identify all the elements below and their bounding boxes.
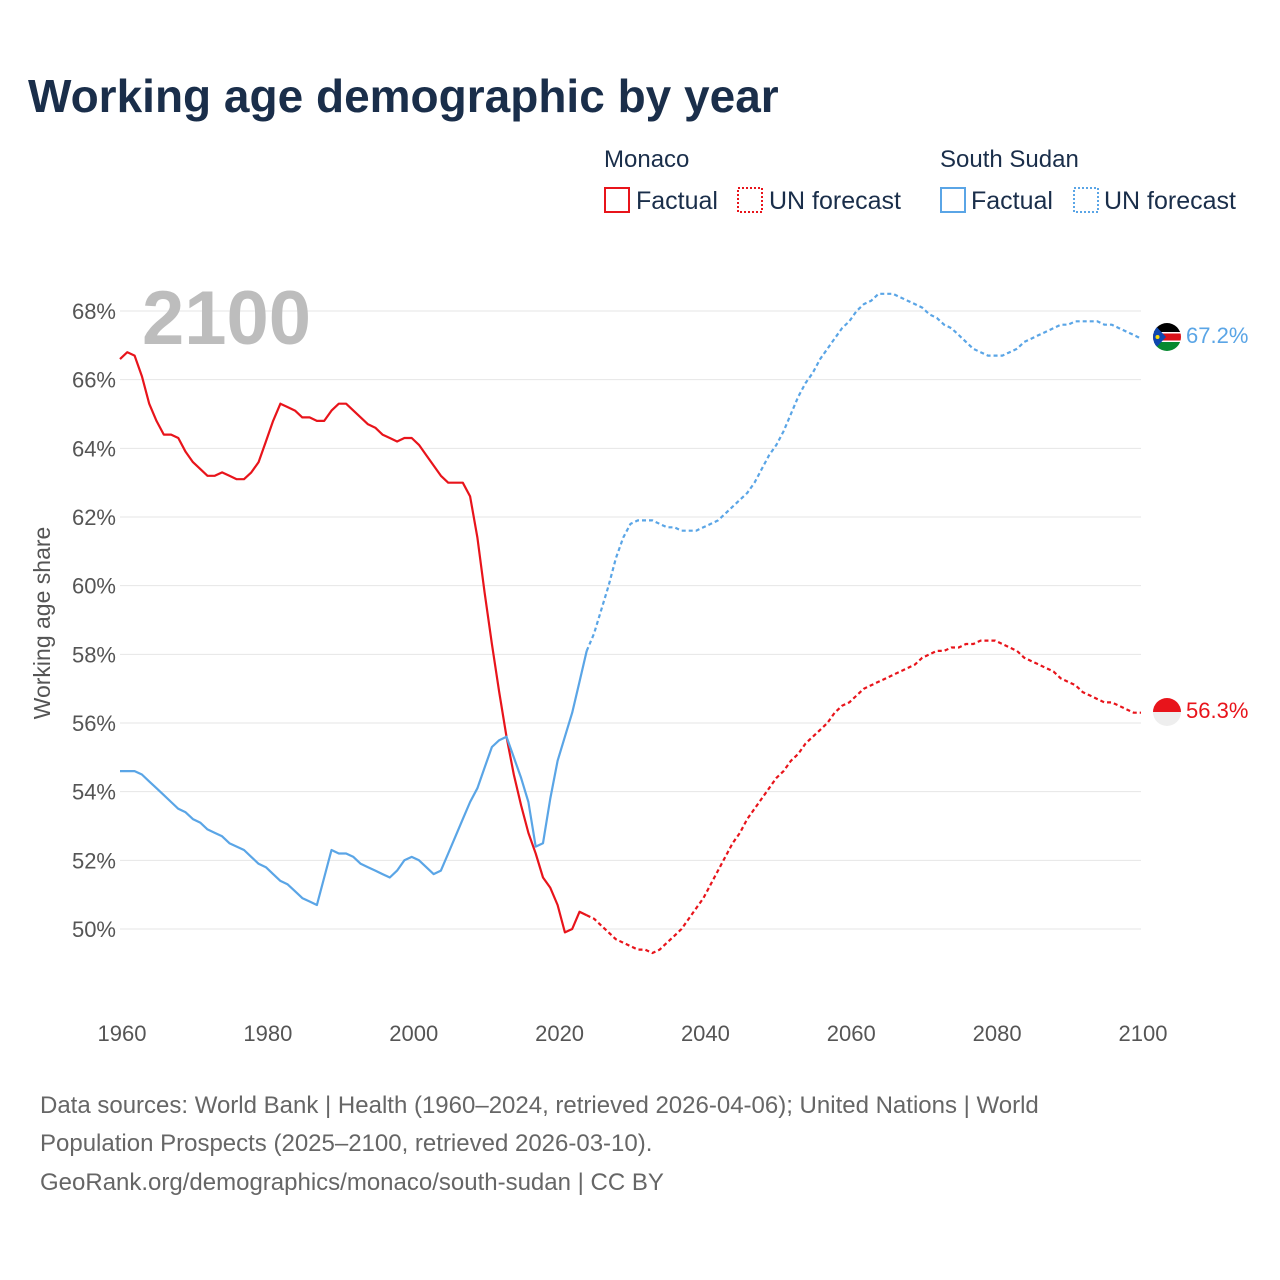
legend: Monaco Factual UN forecast South Sudan F…: [604, 146, 1236, 215]
legend-group-monaco: Monaco: [604, 146, 689, 173]
y-tick-label: 68%: [72, 299, 116, 324]
x-tick-label: 2100: [1119, 1021, 1168, 1046]
footer-sources-line1: Data sources: World Bank | Health (1960–…: [40, 1092, 1039, 1119]
legend-swatch-monaco-forecast[interactable]: [737, 187, 763, 213]
monaco-flag-icon: [1153, 698, 1181, 726]
legend-label-monaco-factual[interactable]: Factual: [636, 187, 718, 215]
legend-swatch-south-sudan-factual[interactable]: [940, 187, 966, 213]
year-display: 2100: [142, 276, 311, 361]
footer-attribution[interactable]: GeoRank.org/demographics/monaco/south-su…: [40, 1169, 664, 1196]
end-label-monaco: 56.3%: [1186, 698, 1248, 723]
series: [119, 292, 1142, 955]
y-tick-label: 64%: [72, 436, 116, 461]
series-line-south-sudan-forecast[interactable]: [585, 292, 1142, 652]
legend-label-monaco-forecast[interactable]: UN forecast: [769, 187, 901, 215]
y-tick-label: 52%: [72, 848, 116, 873]
x-tick-label: 1960: [98, 1021, 147, 1046]
series-line-monaco-factual[interactable]: [119, 351, 588, 934]
series-line-monaco-forecast[interactable]: [586, 639, 1141, 955]
x-tick-label: 2000: [389, 1021, 438, 1046]
y-tick-label: 50%: [72, 917, 116, 942]
y-axis-title: Working age share: [29, 527, 55, 720]
legend-label-south-sudan-factual[interactable]: Factual: [971, 187, 1053, 215]
series-line-south-sudan-factual[interactable]: [120, 650, 588, 907]
south-sudan-flag-icon: [1153, 323, 1181, 351]
x-tick-label: 1980: [243, 1021, 292, 1046]
legend-group-south-sudan: South Sudan: [940, 146, 1079, 173]
x-axis-ticks: 1960 1980 2000 2020 2040 2060 2080 2100: [98, 1021, 1168, 1046]
y-tick-label: 62%: [72, 505, 116, 530]
y-tick-label: 54%: [72, 780, 116, 805]
x-tick-label: 2080: [973, 1021, 1022, 1046]
y-tick-label: 60%: [72, 574, 116, 599]
footer-sources-line2: Population Prospects (2025–2100, retriev…: [40, 1130, 652, 1157]
legend-swatch-monaco-factual[interactable]: [604, 187, 630, 213]
y-tick-label: 66%: [72, 368, 116, 393]
y-tick-label: 58%: [72, 642, 116, 667]
legend-label-south-sudan-forecast[interactable]: UN forecast: [1104, 187, 1236, 215]
chart-title: Working age demographic by year: [28, 70, 779, 122]
y-axis-ticks: 50% 52% 54% 56% 58% 60% 62% 64% 66% 68%: [72, 299, 116, 942]
y-tick-label: 56%: [72, 711, 116, 736]
legend-swatch-south-sudan-forecast[interactable]: [1073, 187, 1099, 213]
gridlines: [120, 310, 1141, 930]
x-tick-label: 2020: [535, 1021, 584, 1046]
x-tick-label: 2060: [827, 1021, 876, 1046]
x-tick-label: 2040: [681, 1021, 730, 1046]
end-label-south-sudan: 67.2%: [1186, 323, 1248, 348]
